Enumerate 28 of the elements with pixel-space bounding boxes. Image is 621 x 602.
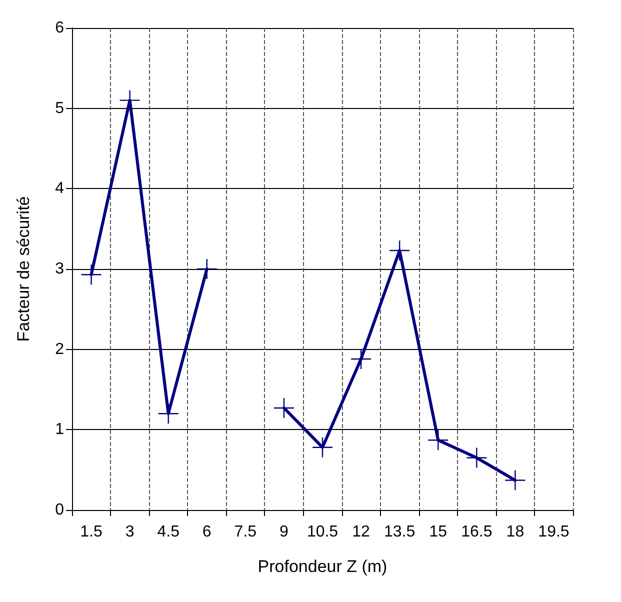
x-tick-label: 3 — [125, 524, 134, 540]
x-tick-label: 18 — [506, 524, 524, 540]
y-tick-label: 5 — [55, 100, 64, 117]
x-tick-label: 15 — [429, 524, 448, 540]
y-tick-label: 1 — [55, 421, 64, 438]
x-tick-label: 10.5 — [306, 524, 338, 540]
x-tick-label: 6 — [202, 524, 212, 540]
point — [158, 404, 178, 424]
y-tick-label: 3 — [55, 260, 64, 278]
x-tick-label: 9 — [280, 524, 289, 540]
point — [120, 90, 140, 110]
x-tick-label: 1.5 — [80, 524, 102, 540]
y-axis-title: Facteur de sécurité — [14, 196, 33, 342]
point — [81, 264, 102, 285]
y-tick-label: 4 — [55, 180, 64, 198]
x-tick-label: 13.5 — [384, 524, 416, 540]
y-tick-label: 0 — [55, 502, 64, 518]
x-tick-label: 7.5 — [234, 524, 257, 540]
x-tick-label: 12 — [352, 524, 370, 540]
point — [466, 448, 487, 468]
x-tick-label: 19.5 — [538, 524, 570, 540]
point — [312, 437, 332, 458]
x-tick-label: 4.5 — [157, 524, 180, 540]
x-tick-label: 16.5 — [461, 524, 492, 540]
x-axis-title: Profondeur Z (m) — [258, 557, 388, 576]
y-tick-label: 2 — [55, 340, 64, 358]
point — [505, 470, 526, 490]
y-tick-label: 6 — [55, 20, 64, 36]
